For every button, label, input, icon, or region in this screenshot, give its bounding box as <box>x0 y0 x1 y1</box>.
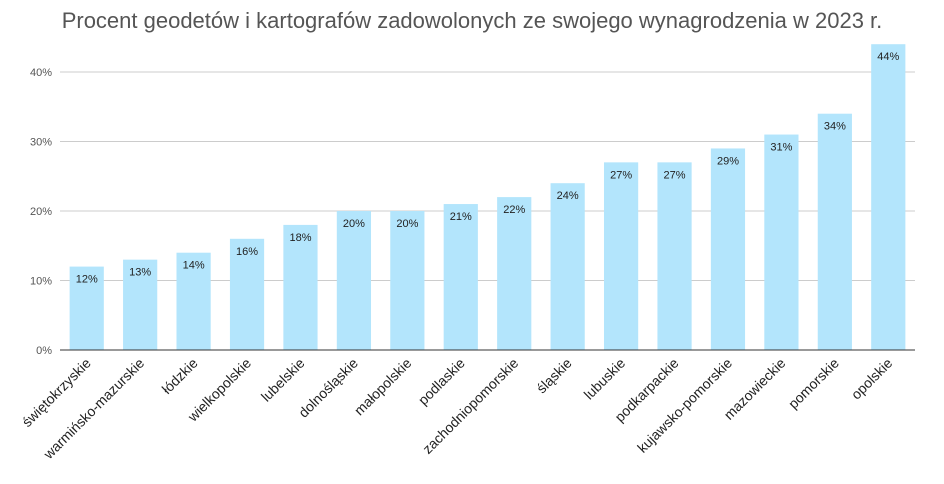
bar <box>229 238 265 350</box>
bar <box>123 259 158 350</box>
bar <box>764 134 799 350</box>
bar <box>497 197 532 350</box>
data-label: 18% <box>289 232 311 244</box>
bar <box>710 148 746 350</box>
x-category-label: opolskie <box>848 355 896 403</box>
data-label: 12% <box>76 274 98 286</box>
data-label: 29% <box>717 155 739 167</box>
data-label: 27% <box>664 169 686 181</box>
data-label: 13% <box>129 267 151 279</box>
bar <box>603 162 639 350</box>
bar <box>657 162 692 350</box>
bar <box>550 183 585 350</box>
data-label: 31% <box>770 142 792 154</box>
data-label: 22% <box>503 204 525 216</box>
bar <box>69 266 104 350</box>
bar <box>283 224 318 350</box>
data-label: 20% <box>343 218 365 230</box>
y-tick-label: 40% <box>30 67 52 79</box>
chart-title: Procent geodetów i kartografów zadowolon… <box>61 8 883 33</box>
data-label: 24% <box>557 190 579 202</box>
data-label: 20% <box>396 218 418 230</box>
data-label: 21% <box>450 211 472 223</box>
x-category-label: podlaskie <box>415 355 468 408</box>
bar <box>336 211 372 350</box>
x-category-label: warmińsko-mazurskie <box>40 355 148 463</box>
x-category-label: pomorskie <box>785 355 842 412</box>
data-label: 44% <box>877 51 899 63</box>
y-tick-label: 0% <box>36 345 52 357</box>
bar <box>443 204 478 350</box>
x-category-label: zachodniopomorskie <box>419 355 521 457</box>
data-label: 27% <box>610 169 632 181</box>
x-category-label: łódzkie <box>159 355 201 397</box>
data-label: 16% <box>236 246 258 258</box>
y-tick-label: 30% <box>30 137 52 149</box>
data-label: 34% <box>824 121 846 133</box>
x-category-label: lubuskie <box>581 355 629 403</box>
bar <box>817 113 852 350</box>
data-label: 14% <box>183 260 205 272</box>
x-category-label: śląskie <box>533 355 575 397</box>
bar <box>176 252 211 350</box>
x-category-label: lubelskie <box>258 355 308 405</box>
bar <box>390 211 425 350</box>
x-category-label: kujawsko-pomorskie <box>634 355 735 456</box>
y-tick-label: 20% <box>30 206 52 218</box>
x-category-label: małopolskie <box>351 355 415 419</box>
y-tick-label: 10% <box>30 276 52 288</box>
bar <box>871 44 906 350</box>
